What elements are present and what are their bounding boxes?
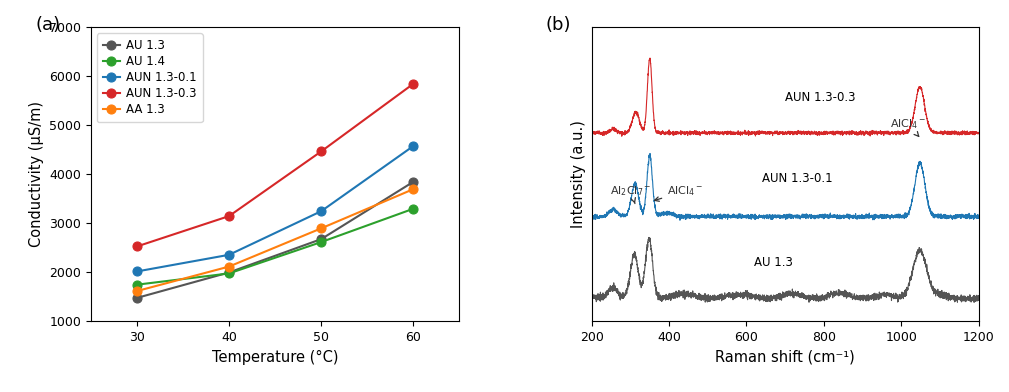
AU 1.4 [408,207,420,211]
AUN 1.3-0.1 [223,252,235,257]
AA 1.3 [315,226,327,230]
AUN 1.3-0.1 [408,144,420,149]
AUN 1.3-0.1 [131,269,143,274]
Text: AUN 1.3-0.3: AUN 1.3-0.3 [785,91,856,104]
Line: AA 1.3: AA 1.3 [132,185,418,296]
Text: AU 1.3: AU 1.3 [755,256,793,269]
Line: AU 1.3: AU 1.3 [132,177,418,303]
Text: AlCl$_4$$^-$: AlCl$_4$$^-$ [890,117,926,136]
AU 1.3 [315,237,327,241]
Y-axis label: Intensity (a.u.): Intensity (a.u.) [571,120,586,229]
AU 1.4 [315,240,327,245]
Line: AU 1.4: AU 1.4 [132,204,418,289]
Legend: AU 1.3, AU 1.4, AUN 1.3-0.1, AUN 1.3-0.3, AA 1.3: AU 1.3, AU 1.4, AUN 1.3-0.1, AUN 1.3-0.3… [97,33,203,122]
Text: AUN 1.3-0.1: AUN 1.3-0.1 [762,172,832,185]
AUN 1.3-0.1 [315,209,327,214]
Line: AUN 1.3-0.1: AUN 1.3-0.1 [132,142,418,276]
X-axis label: Raman shift (cm⁻¹): Raman shift (cm⁻¹) [715,350,855,365]
Text: (a): (a) [35,16,61,34]
AUN 1.3-0.3 [223,214,235,218]
Text: Al$_2$Cl$_7$$^-$: Al$_2$Cl$_7$$^-$ [610,184,652,203]
AUN 1.3-0.3 [408,82,420,86]
AA 1.3 [223,264,235,269]
AUN 1.3-0.3 [315,149,327,154]
AU 1.3 [408,180,420,184]
AA 1.3 [131,289,143,293]
AU 1.3 [223,270,235,275]
Text: (b): (b) [545,16,571,34]
AUN 1.3-0.3 [131,244,143,249]
AU 1.4 [223,271,235,276]
X-axis label: Temperature (°C): Temperature (°C) [212,350,338,365]
AA 1.3 [408,187,420,192]
Y-axis label: Conductivity (μS/m): Conductivity (μS/m) [28,102,43,247]
AU 1.4 [131,282,143,287]
Text: AlCl$_4$$^-$: AlCl$_4$$^-$ [655,184,703,201]
AU 1.3 [131,296,143,300]
Line: AUN 1.3-0.3: AUN 1.3-0.3 [132,79,418,251]
